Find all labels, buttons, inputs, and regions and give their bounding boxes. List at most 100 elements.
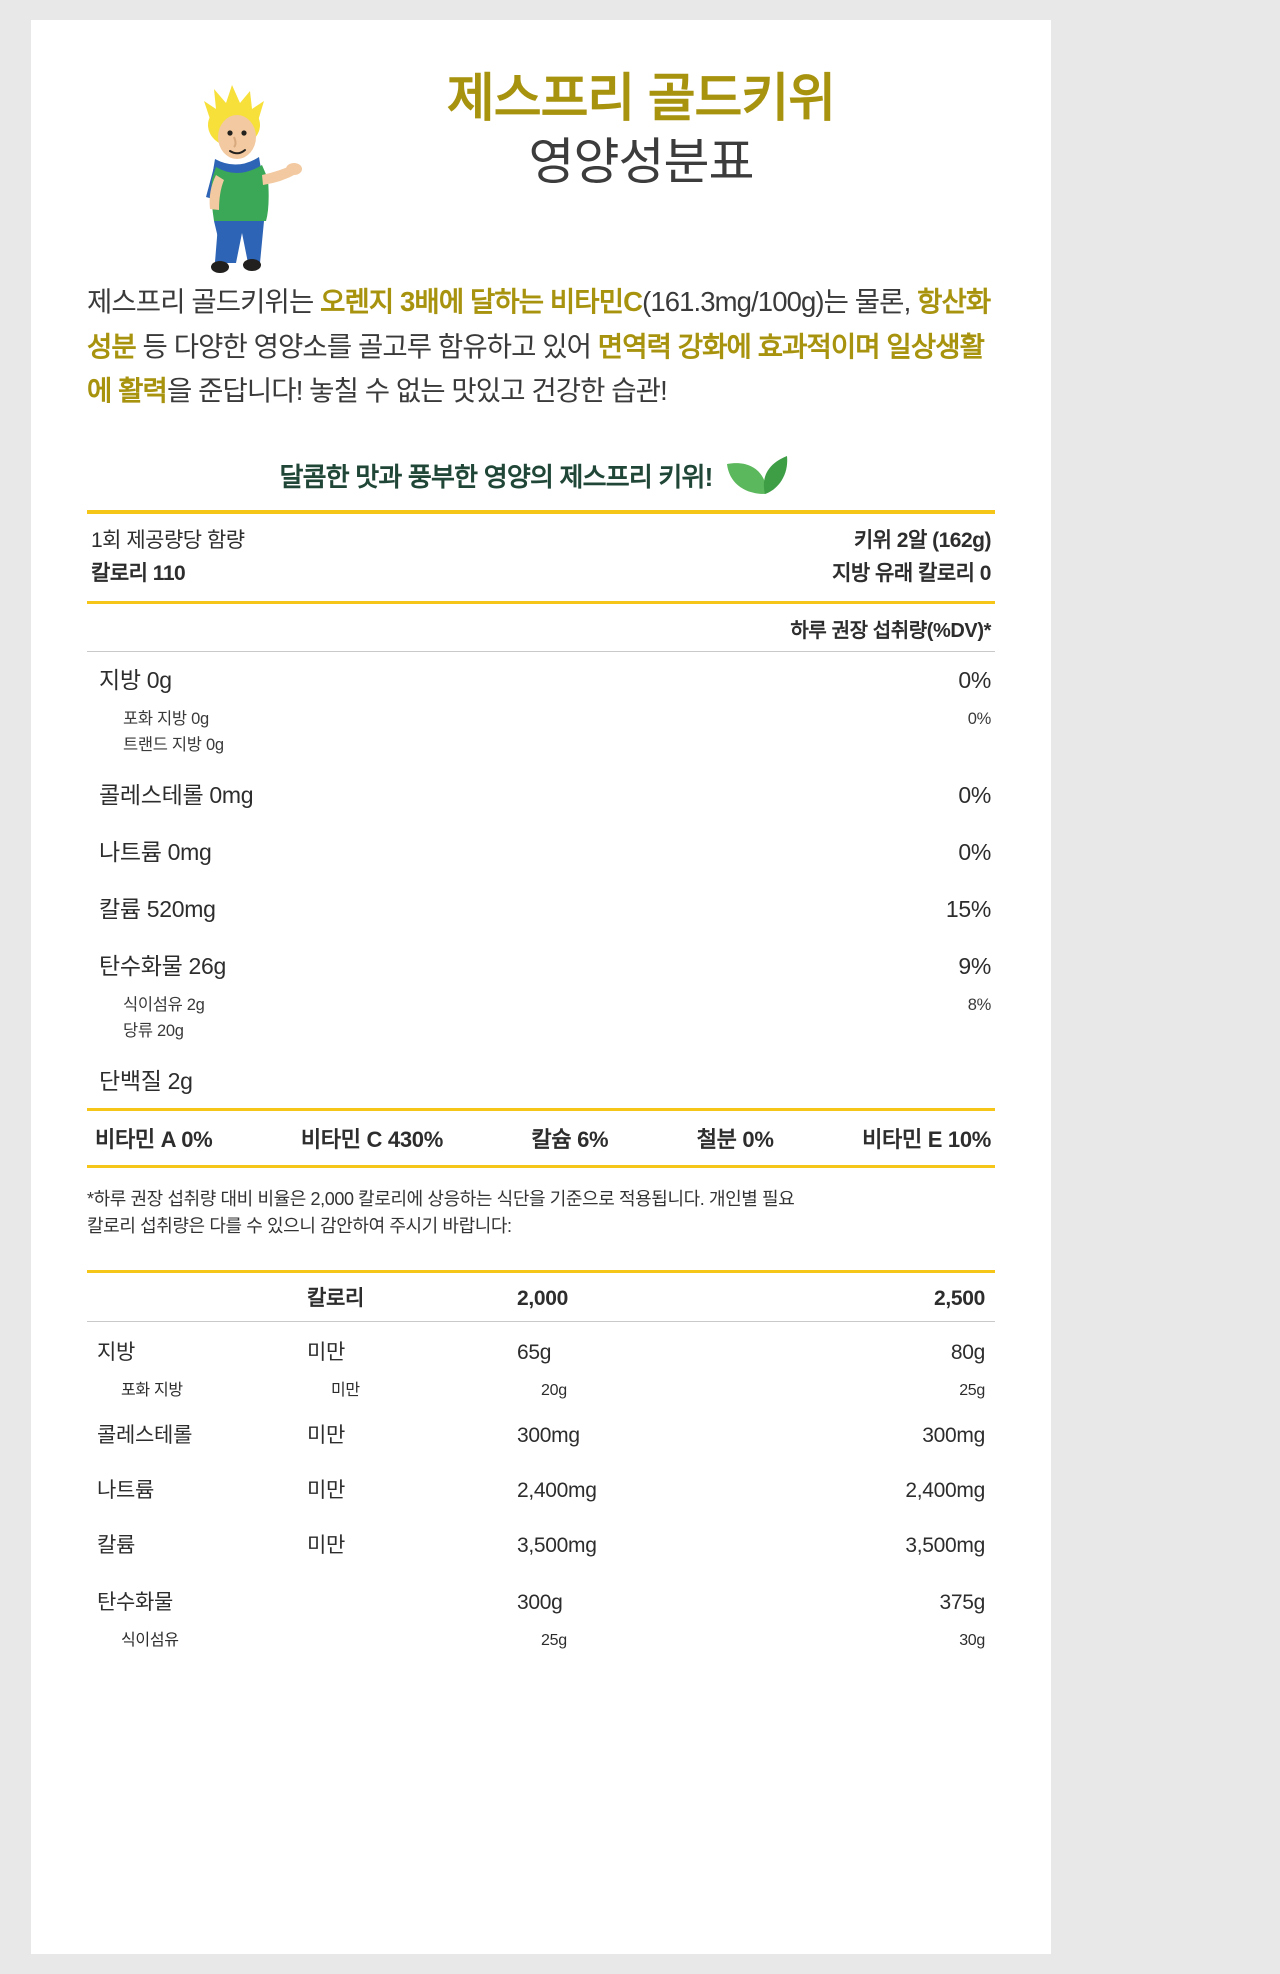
description-paragraph: 제스프리 골드키위는 오렌지 3배에 달하는 비타민C(161.3mg/100g… [87, 280, 995, 414]
desc-line1-plain-c: (161.3mg/100g)는 [642, 286, 855, 317]
nutrient-dv: 0% [958, 666, 991, 693]
dvt-cell-name: 나트륨 [97, 1478, 155, 1502]
dvt-header-c4: 2,500 [933, 1286, 985, 1310]
desc-line1-highlight: 오렌지 3배에 달하는 비타민C [320, 286, 643, 317]
daily-value-reference-table: 칼로리 2,000 2,500 지방 미만 65g 80g 포화 지방 미만 2… [87, 1269, 995, 1651]
dvt-cell-qualifier: 미만 [307, 1478, 346, 1502]
dvt-cell-2000: 20g [541, 1381, 567, 1399]
table-row: 트랜드 지방 0g [87, 730, 995, 756]
table-row: 지방 0g 0% [87, 652, 995, 704]
vitamin-row: 비타민 A 0% 비타민 C 430% 칼슘 6% 철분 0% 비타민 E 10… [87, 1111, 995, 1165]
nutrient-dv: 15% [945, 895, 991, 922]
dvt-cell-2500: 25g [959, 1381, 985, 1399]
dvt-cell-2000: 2,400mg [517, 1478, 597, 1502]
calcium: 칼슘 6% [531, 1126, 609, 1152]
header: 제스프리 골드키위 영양성분표 [87, 20, 995, 273]
dvt-cell-qualifier: 미만 [307, 1533, 346, 1557]
serving-size: 키위 2알 (162g) [853, 528, 992, 552]
nutrient-name: 단백질 2g [99, 1067, 193, 1094]
nutrient-name: 나트륨 0mg [99, 838, 212, 865]
divider-before-nutrients [87, 650, 995, 652]
table-row: 칼륨 미만 3,500mg 3,500mg [87, 1513, 995, 1568]
dvt-divider-head [87, 1320, 995, 1322]
iron: 철분 0% [696, 1126, 774, 1152]
dvt-cell-2500: 3,500mg [905, 1533, 985, 1557]
nutrient-name: 지방 0g [99, 666, 172, 693]
desc-line1-plain-a: 제스프리 골드키위는 [87, 286, 321, 317]
dvt-cell-qualifier: 미만 [331, 1381, 360, 1399]
dvt-cell-2500: 375g [939, 1590, 985, 1614]
dvt-cell-qualifier: 미만 [307, 1340, 346, 1364]
serving-label: 1회 제공량당 함량 [91, 528, 245, 552]
dvt-cell-name: 식이섬유 [121, 1631, 179, 1649]
tagline-row: 달콤한 맛과 풍부한 영양의 제스프리 키위! [87, 454, 995, 500]
daily-value-header: 하루 권장 섭취량(%DV)* [790, 619, 991, 642]
nutrient-rows: 지방 0g 0% 포화 지방 0g 0% 트랜드 지방 0g 콜레스테롤 0mg… [87, 652, 995, 1108]
nutrition-label-page: 제스프리 골드키위 영양성분표 제스프리 골드키위는 오렌지 3배에 달하는 비… [31, 20, 1051, 1954]
divider-after-serving [87, 600, 995, 604]
table-row: 지방 미만 65g 80g [87, 1322, 995, 1375]
dvt-cell-2000: 65g [517, 1340, 552, 1364]
nutrient-dv: 0% [967, 709, 992, 728]
nutrient-name: 콜레스테롤 0mg [99, 781, 254, 808]
calories-label: 칼로리 110 [91, 562, 186, 586]
dvt-cell-2000: 300g [517, 1590, 563, 1614]
dvt-header-c3: 2,000 [517, 1286, 569, 1310]
table-row: 식이섬유 2g 8% [87, 990, 995, 1016]
nutrient-dv: 0% [958, 838, 991, 865]
serving-left: 1회 제공량당 함량 칼로리 110 [91, 524, 245, 591]
nutrient-dv: 9% [958, 952, 991, 979]
dvt-cell-2500: 30g [959, 1631, 985, 1649]
table-row: 탄수화물 300g 375g [87, 1568, 995, 1625]
divider-before-vitamins [87, 1107, 995, 1111]
nutrient-name: 식이섬유 2g [123, 995, 205, 1014]
nutrient-name: 당류 20g [123, 1021, 184, 1040]
vitamin-c: 비타민 C 430% [300, 1126, 443, 1152]
table-row: 나트륨 미만 2,400mg 2,400mg [87, 1458, 995, 1513]
dvt-cell-2500: 80g [950, 1340, 985, 1364]
table-row: 당류 20g [87, 1016, 995, 1042]
divider-after-vitamins [87, 1164, 995, 1168]
page-title: 제스프리 골드키위 [446, 70, 836, 128]
dvt-cell-name: 지방 [97, 1340, 136, 1364]
nutrition-facts-table: 1회 제공량당 함량 칼로리 110 키위 2알 (162g) 지방 유래 칼로… [87, 509, 995, 1168]
serving-header-row: 1회 제공량당 함량 칼로리 110 키위 2알 (162g) 지방 유래 칼로… [87, 514, 995, 601]
green-leaf-icon [725, 454, 803, 498]
dvt-cell-name: 콜레스테롤 [97, 1423, 193, 1447]
desc-line2-plain-c: 등 다양한 영양소를 골고루 함유하고 있어 [135, 330, 598, 362]
dvt-cell-qualifier: 미만 [307, 1423, 346, 1447]
footnote: *하루 권장 섭취량 대비 비율은 2,000 칼로리에 상응하는 식단을 기준… [87, 1186, 995, 1240]
footnote-line2: 칼로리 섭취량은 다를 수 있으니 감안하여 주시기 바랍니다: [87, 1215, 512, 1236]
dvt-cell-2000: 3,500mg [517, 1533, 597, 1557]
dvt-header-c2: 칼로리 [307, 1286, 365, 1310]
dvt-cell-2000: 25g [541, 1631, 567, 1649]
fat-calories: 지방 유래 칼로리 0 [832, 562, 991, 586]
desc-line2-plain-a: 물론, [854, 286, 918, 317]
table-row: 단백질 2g [87, 1042, 995, 1108]
dvt-cell-2500: 2,400mg [905, 1478, 985, 1502]
table-row: 콜레스테롤 0mg 0% [87, 756, 995, 819]
table-row: 포화 지방 0g 0% [87, 704, 995, 730]
desc-line3-plain: 을 준답니다! 놓칠 수 없는 맛있고 건강한 습관! [166, 375, 668, 407]
dvt-cell-name: 탄수화물 [97, 1590, 174, 1614]
table-row: 칼륨 520mg 15% [87, 876, 995, 933]
desc-line2-highlight: 항산화 성분 [87, 286, 991, 362]
table-row: 포화 지방 미만 20g 25g [87, 1375, 995, 1401]
nutrient-dv: 8% [967, 995, 992, 1014]
dvt-header-row: 칼로리 2,000 2,500 [87, 1273, 995, 1321]
vitamin-a: 비타민 A 0% [95, 1126, 213, 1152]
nutrient-name: 트랜드 지방 0g [123, 735, 224, 754]
divider-top [87, 509, 995, 514]
desc-line3-highlight: 효과적이며 일상생활에 활력 [87, 330, 985, 407]
dvt-divider-top [87, 1269, 995, 1273]
nutrient-name: 칼륨 520mg [99, 895, 216, 922]
desc-line2-highlight2: 면역력 강화에 [597, 330, 758, 362]
page-subtitle: 영양성분표 [528, 133, 755, 190]
nutrient-name: 탄수화물 26g [99, 952, 227, 979]
vitamin-e: 비타민 E 10% [862, 1126, 992, 1152]
footnote-line1: *하루 권장 섭취량 대비 비율은 2,000 칼로리에 상응하는 식단을 기준… [87, 1188, 795, 1209]
dvt-cell-name: 칼륨 [97, 1533, 136, 1557]
boy-mascot-icon [182, 75, 302, 275]
dvt-cell-2500: 300mg [922, 1423, 985, 1447]
table-row: 식이섬유 25g 30g [87, 1625, 995, 1651]
